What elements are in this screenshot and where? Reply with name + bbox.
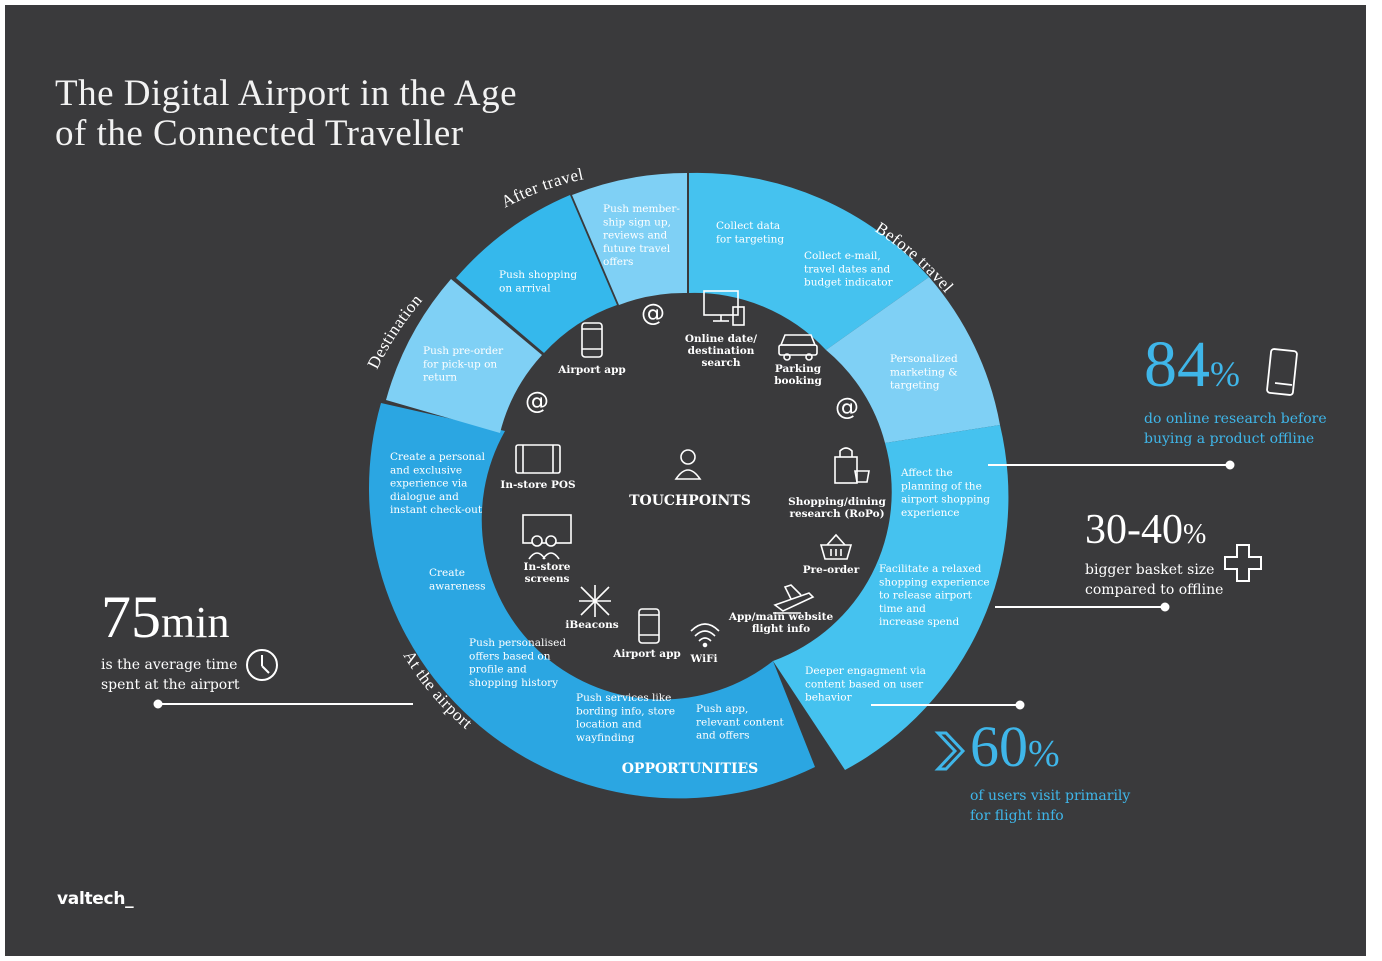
- stat-30-40-number: 30-40%: [1085, 505, 1285, 560]
- plus-icon: [1224, 544, 1262, 582]
- opportunity-text: Push app, relevant content and offers: [696, 703, 784, 742]
- at-sign-icon: @: [835, 393, 859, 421]
- stat-60-caption: of users visit primarily for flight info: [970, 786, 1170, 826]
- connector-dot: [1015, 700, 1025, 710]
- stat-icons: [246, 348, 1298, 771]
- touchpoint-label-pre-order: Pre-order: [803, 564, 860, 576]
- touchpoint-labels: Online date/destination search Parking book…: [500, 333, 886, 665]
- ring-segment-destination: [386, 279, 542, 433]
- stat-84-unit: %: [1210, 354, 1240, 394]
- smartphone-icon: [581, 322, 603, 358]
- basket-icon: [819, 533, 853, 560]
- chevron-right-icon: [934, 731, 966, 771]
- clock-icon: [246, 649, 278, 681]
- touchpoint-wheel: Before travel After travel Destination A…: [153, 164, 1298, 799]
- opportunity-text: Push personalised offers based on profile …: [469, 637, 566, 689]
- phone-icon: [1266, 348, 1298, 396]
- title-line-2: of the Connected Traveller: [55, 112, 464, 154]
- stat-75-caption: is the average time spent at the airport: [101, 655, 301, 695]
- stat-30-40-caption: bigger basket size compared to offline: [1085, 560, 1285, 600]
- person-icon: [674, 449, 702, 480]
- smartphone-icon: [638, 608, 660, 644]
- ring-segment-at-airport: [368, 403, 815, 799]
- wifi-icon: [690, 623, 720, 648]
- screen-people-icon: [522, 514, 572, 560]
- stat-60-text-line-1: of users visit primarily: [970, 788, 1131, 804]
- touchpoint-label-airport-app-bottom: Airport app: [612, 648, 681, 660]
- opportunity-text: Push shopping on arrival: [499, 269, 577, 294]
- touchpoint-icons: @ @ @: [515, 290, 870, 648]
- desktop-devices-icon: [703, 290, 745, 326]
- opportunity-text: Deeper engagment via content based on use…: [805, 665, 926, 704]
- stat-75-number: 75min: [101, 585, 301, 655]
- stat-60-value: 60: [970, 714, 1028, 779]
- stat-84-caption: do online research before buying a produ…: [1144, 409, 1344, 449]
- touchpoint-label-parking: Parking booking: [774, 363, 822, 387]
- opportunity-text: Push pre-order for pick-up on return: [423, 345, 504, 384]
- connector-lines: [153, 460, 1235, 710]
- connector-dot: [1160, 602, 1170, 612]
- tablet-icon: [515, 444, 561, 474]
- opportunity-text: Create awareness: [429, 567, 486, 592]
- stat-75-text-line-2: spent at the airport: [101, 677, 240, 693]
- shopping-bag-icon: [834, 447, 870, 484]
- title-line-1: The Digital Airport in the Age: [55, 72, 517, 114]
- touchpoint-label-instore-pos: In-store POS: [500, 479, 575, 491]
- stat-84-text-line-1: do online research before: [1144, 411, 1327, 427]
- car-icon: [778, 334, 818, 361]
- stat-30-40-unit: %: [1183, 519, 1207, 550]
- connector-dot: [153, 699, 163, 709]
- stat-30-40: 30-40% bigger basket size compared to of…: [1085, 505, 1285, 600]
- opportunity-text: Collect data for targeting: [716, 220, 784, 245]
- touchpoint-label-shopping-research: Shopping/dining research (RoPo): [788, 496, 886, 520]
- stat-75-unit: min: [161, 598, 230, 647]
- stat-75: 75min is the average time spent at the a…: [101, 585, 301, 695]
- stat-84: 84% do online research before buying a p…: [1144, 330, 1344, 449]
- touchpoint-label-app-website: App/main website flight info: [728, 611, 834, 635]
- ring-segment-before-travel-a: [689, 172, 929, 350]
- stat-30-40-text-line-2: compared to offline: [1085, 582, 1224, 598]
- airplane-icon: [773, 584, 815, 614]
- touchpoint-label-online-search: Online date/destination search: [685, 333, 757, 369]
- connector-dot: [1225, 460, 1235, 470]
- stat-75-value: 75: [101, 584, 161, 650]
- opportunity-ring: [368, 172, 1009, 799]
- touchpoint-label-instore-screens: In-store screens: [524, 561, 571, 585]
- at-sign-icon: @: [641, 299, 665, 327]
- ring-segment-before-travel-c: [773, 425, 1009, 770]
- stat-75-text-line-1: is the average time: [101, 657, 238, 673]
- page-title: The Digital Airport in the Age of the Co…: [55, 72, 675, 154]
- ring-segment-after-travel-b: [572, 172, 687, 305]
- ring-segment-after-travel-a: [456, 195, 617, 353]
- opportunity-texts: Collect data for targeting Collect e-mail,…: [390, 203, 990, 744]
- opportunity-text: Create a personal and exclusive experience…: [390, 451, 486, 516]
- opportunity-text: Collect e-mail, travel dates and budget in…: [804, 250, 894, 289]
- opportunity-text: Affect the planning of the airport shoppin…: [900, 467, 990, 519]
- at-sign-icon: @: [525, 387, 549, 415]
- touchpoint-label-airport-app-top: Airport app: [557, 364, 626, 376]
- touchpoint-label-ibeacons: iBeacons: [565, 619, 618, 631]
- opportunity-text: Push services like bording info, store loc…: [576, 692, 675, 744]
- infographic-board: The Digital Airport in the Age of the Co…: [5, 5, 1366, 956]
- stat-60-text-line-2: for flight info: [970, 808, 1064, 824]
- stat-84-value: 84: [1144, 328, 1210, 401]
- stat-30-40-text-line-1: bigger basket size: [1085, 562, 1215, 578]
- stat-84-text-line-2: buying a product offline: [1144, 431, 1315, 447]
- stat-30-40-value: 30-40: [1085, 507, 1183, 553]
- stat-60: 60% of users visit primarily for flight …: [970, 715, 1170, 826]
- opportunity-text: Facilitate a relaxed shopping experience t…: [879, 563, 990, 628]
- stat-60-number: 60%: [970, 715, 1170, 786]
- touchpoints-label: TOUCHPOINTS: [629, 493, 751, 509]
- beacon-icon: [579, 585, 611, 617]
- opportunity-text: Push member-ship sign up, reviews and futu…: [603, 203, 680, 268]
- touchpoint-label-wifi: WiFi: [689, 653, 717, 665]
- stat-60-unit: %: [1028, 733, 1060, 775]
- stat-84-number: 84%: [1144, 330, 1344, 409]
- valtech-logo: valtech_: [57, 889, 134, 909]
- opportunity-text: Personalized marketing & targeting: [890, 353, 958, 392]
- ring-segment-before-travel-b: [826, 277, 1000, 443]
- opportunities-label: OPPORTUNITIES: [622, 761, 759, 777]
